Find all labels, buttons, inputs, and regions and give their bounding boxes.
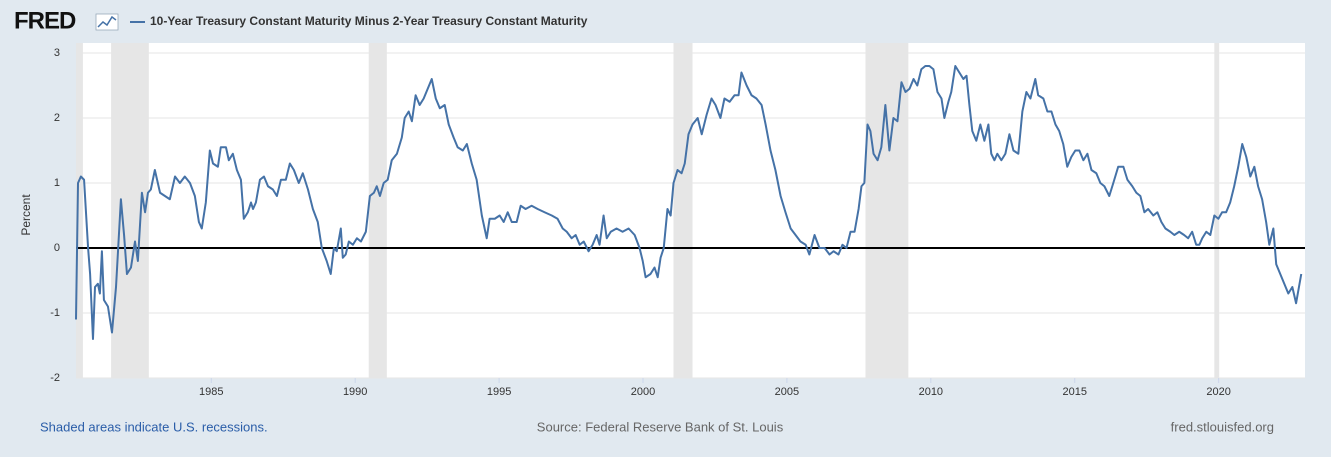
x-tick-label: 2020 <box>1206 386 1230 398</box>
recession-note: Shaded areas indicate U.S. recessions. <box>40 419 268 434</box>
y-tick-label: -1 <box>50 307 60 319</box>
y-axis-label: Percent <box>19 194 33 236</box>
x-tick-label: 2005 <box>775 386 799 398</box>
x-tick-label: 2010 <box>919 386 943 398</box>
y-tick-label: 3 <box>54 47 60 59</box>
x-tick-label: 1990 <box>343 386 367 398</box>
logo-icon-line <box>97 15 117 28</box>
recession-band <box>1214 43 1220 378</box>
logo-icon <box>95 13 119 31</box>
site: fred.stlouisfed.org <box>1171 419 1274 434</box>
y-tick-label: 1 <box>54 177 60 189</box>
recession-band <box>76 43 83 378</box>
legend-label: 10-Year Treasury Constant Maturity Minus… <box>150 14 588 28</box>
series-line <box>75 65 1303 340</box>
recession-band <box>368 43 387 378</box>
y-tick-label: 0 <box>54 242 60 254</box>
logo: FRED <box>14 7 119 34</box>
x-tick-label: 2000 <box>631 386 655 398</box>
x-tick-label: 1995 <box>487 386 511 398</box>
x-tick-label: 1985 <box>199 386 223 398</box>
y-tick-label: -2 <box>50 372 60 384</box>
y-tick-label: 2 <box>54 112 60 124</box>
logo-text: FRED <box>14 7 76 34</box>
recession-band <box>111 43 149 378</box>
recession-band <box>865 43 909 378</box>
source: Source: Federal Reserve Bank of St. Loui… <box>537 419 784 434</box>
recession-band <box>673 43 693 378</box>
x-tick-label: 2015 <box>1063 386 1087 398</box>
